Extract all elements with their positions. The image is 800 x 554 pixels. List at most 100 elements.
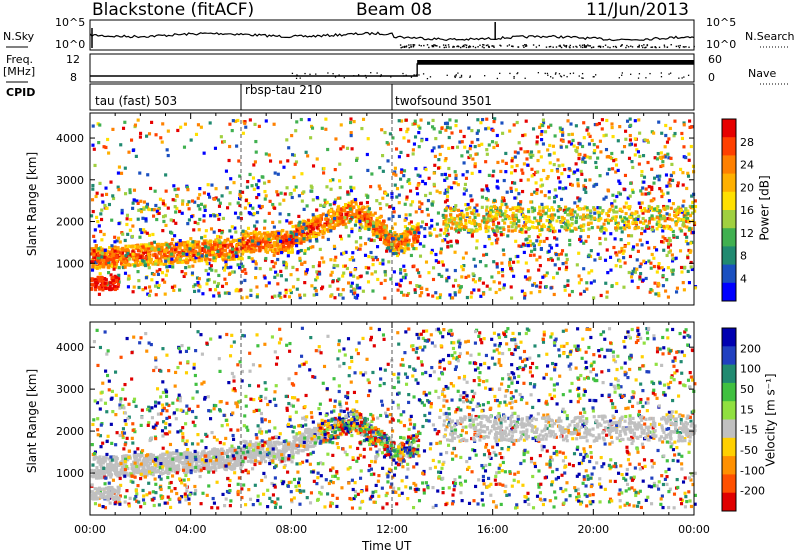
power-cell [645,224,649,229]
power-cell [278,212,282,216]
power-cell [208,288,212,292]
power-cell [320,225,324,229]
nsearch-dot [432,45,434,47]
power-cell [166,206,170,210]
power-cell [227,272,231,276]
power-cell [108,285,112,289]
power-cell [575,213,579,217]
power-cell [93,228,97,232]
power-cell [320,256,324,260]
power-cell [440,274,444,278]
power-cell [316,214,320,219]
nsearch-dot [479,44,481,46]
power-cell [172,184,176,188]
power-cell [551,208,556,212]
power-cell [513,228,517,232]
power-cell [654,206,658,211]
power-cell [380,128,384,132]
power-cell [558,126,562,130]
power-cell [300,199,304,203]
power-cell [289,230,293,234]
power-cell [400,119,404,123]
power-cell [238,192,242,197]
power-cell [111,260,115,264]
power-cell [187,218,191,222]
power-cell [509,285,513,289]
power-cell [403,276,407,280]
power-cell [399,244,403,249]
power-cell [576,178,580,182]
nave-dot [332,73,334,75]
power-cell [514,226,518,230]
power-cell [456,183,460,187]
power-cell [235,247,239,251]
power-cell [273,261,277,265]
power-cell [90,252,94,256]
power-cell [538,125,542,129]
power-cell [358,219,362,223]
power-cell [333,198,338,202]
nave-dot [429,76,432,78]
nsearch-dot [569,46,571,49]
power-cell [519,200,523,204]
power-cell [100,208,104,212]
power-cell [349,120,353,125]
power-cell [262,231,267,235]
power-cell [162,219,166,224]
power-cell [650,252,654,257]
power-cell [147,258,151,262]
power-cell [339,208,344,212]
power-cell [292,175,296,179]
power-cell [526,150,530,154]
power-cell [290,244,294,248]
power-cell [640,243,644,247]
power-cell [150,120,154,124]
power-cell [687,281,691,285]
power-cell [143,230,147,234]
nave-dot [295,77,298,80]
power-cell [623,244,627,249]
nsearch-dot [552,46,554,48]
power-cell [317,233,321,237]
nave-dot [638,73,641,75]
power-cell [345,146,350,150]
nave-dot [402,72,404,75]
power-cell [229,177,233,181]
nsearch-dot [587,44,589,46]
power-cell [350,200,354,204]
power-cell [105,252,109,256]
power-cell [334,137,338,141]
power-cell [556,209,560,213]
power-cell [180,211,184,215]
power-cell [403,202,407,206]
power-cell [624,211,628,216]
power-cell [365,200,369,205]
power-cell [556,158,560,162]
power-cell [457,225,461,229]
power-cell [103,248,107,252]
power-cell [492,145,496,150]
power-cell [290,195,294,200]
power-cell [91,258,95,262]
power-cell [540,183,545,187]
power-cell [157,247,161,251]
power-cell [495,241,499,245]
power-cell [141,251,146,255]
power-cell [527,218,531,222]
power-cell [444,223,448,227]
power-cell [354,219,358,224]
power-cell [585,128,589,132]
power-cell [563,284,567,289]
power-cell [545,236,549,241]
power-cell [399,267,403,272]
power-cell [350,281,354,285]
power-cell [156,207,160,212]
power-cell [689,241,693,245]
power-cell [604,281,608,285]
power-cell [623,227,627,231]
power-cell [152,240,157,244]
power-cell [610,202,614,206]
power-cell [266,243,270,247]
power-cell [268,159,273,163]
power-cell [148,289,153,293]
